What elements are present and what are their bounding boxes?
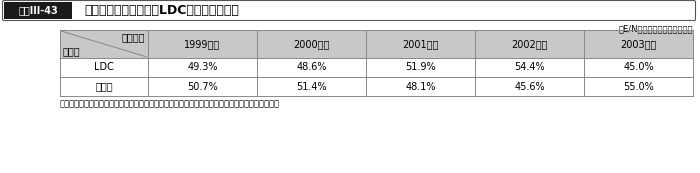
- Text: 2001年度: 2001年度: [402, 39, 439, 49]
- Text: 2000年度: 2000年度: [293, 39, 330, 49]
- Text: 48.6%: 48.6%: [296, 62, 327, 72]
- Text: 2002年度: 2002年度: [511, 39, 547, 49]
- Text: 51.9%: 51.9%: [405, 62, 436, 72]
- Text: 55.0%: 55.0%: [623, 81, 654, 92]
- Text: （E/Nベース）（シェア：％）: （E/Nベース）（シェア：％）: [619, 24, 693, 33]
- Bar: [60, 58, 693, 96]
- Bar: [60, 30, 693, 58]
- Text: 会計年度: 会計年度: [122, 32, 145, 42]
- Text: LDC: LDC: [94, 62, 114, 72]
- Text: 51.4%: 51.4%: [296, 81, 327, 92]
- Text: 50.7%: 50.7%: [187, 81, 218, 92]
- Text: 45.0%: 45.0%: [623, 62, 654, 72]
- Text: 図表III-43: 図表III-43: [18, 6, 58, 16]
- Text: 区　分: 区 分: [63, 46, 80, 56]
- Text: その他: その他: [95, 81, 113, 92]
- Text: 54.4%: 54.4%: [514, 62, 545, 72]
- Text: 2003年度: 2003年度: [620, 39, 657, 49]
- Text: 48.1%: 48.1%: [405, 81, 435, 92]
- Text: 1999年度: 1999年度: [184, 39, 220, 49]
- Bar: [4, 2, 72, 19]
- Text: 45.6%: 45.6%: [514, 81, 545, 92]
- FancyBboxPatch shape: [3, 1, 696, 20]
- Text: 注：債務救済を含む。一般プロジェクト、債務救済、ノンプロ、水産無償についての合計を分類。: 注：債務救済を含む。一般プロジェクト、債務救済、ノンプロ、水産無償についての合計…: [60, 99, 280, 108]
- Text: 49.3%: 49.3%: [188, 62, 218, 72]
- Text: 一般無償資金協力等のLDC等への配分実績: 一般無償資金協力等のLDC等への配分実績: [84, 4, 239, 17]
